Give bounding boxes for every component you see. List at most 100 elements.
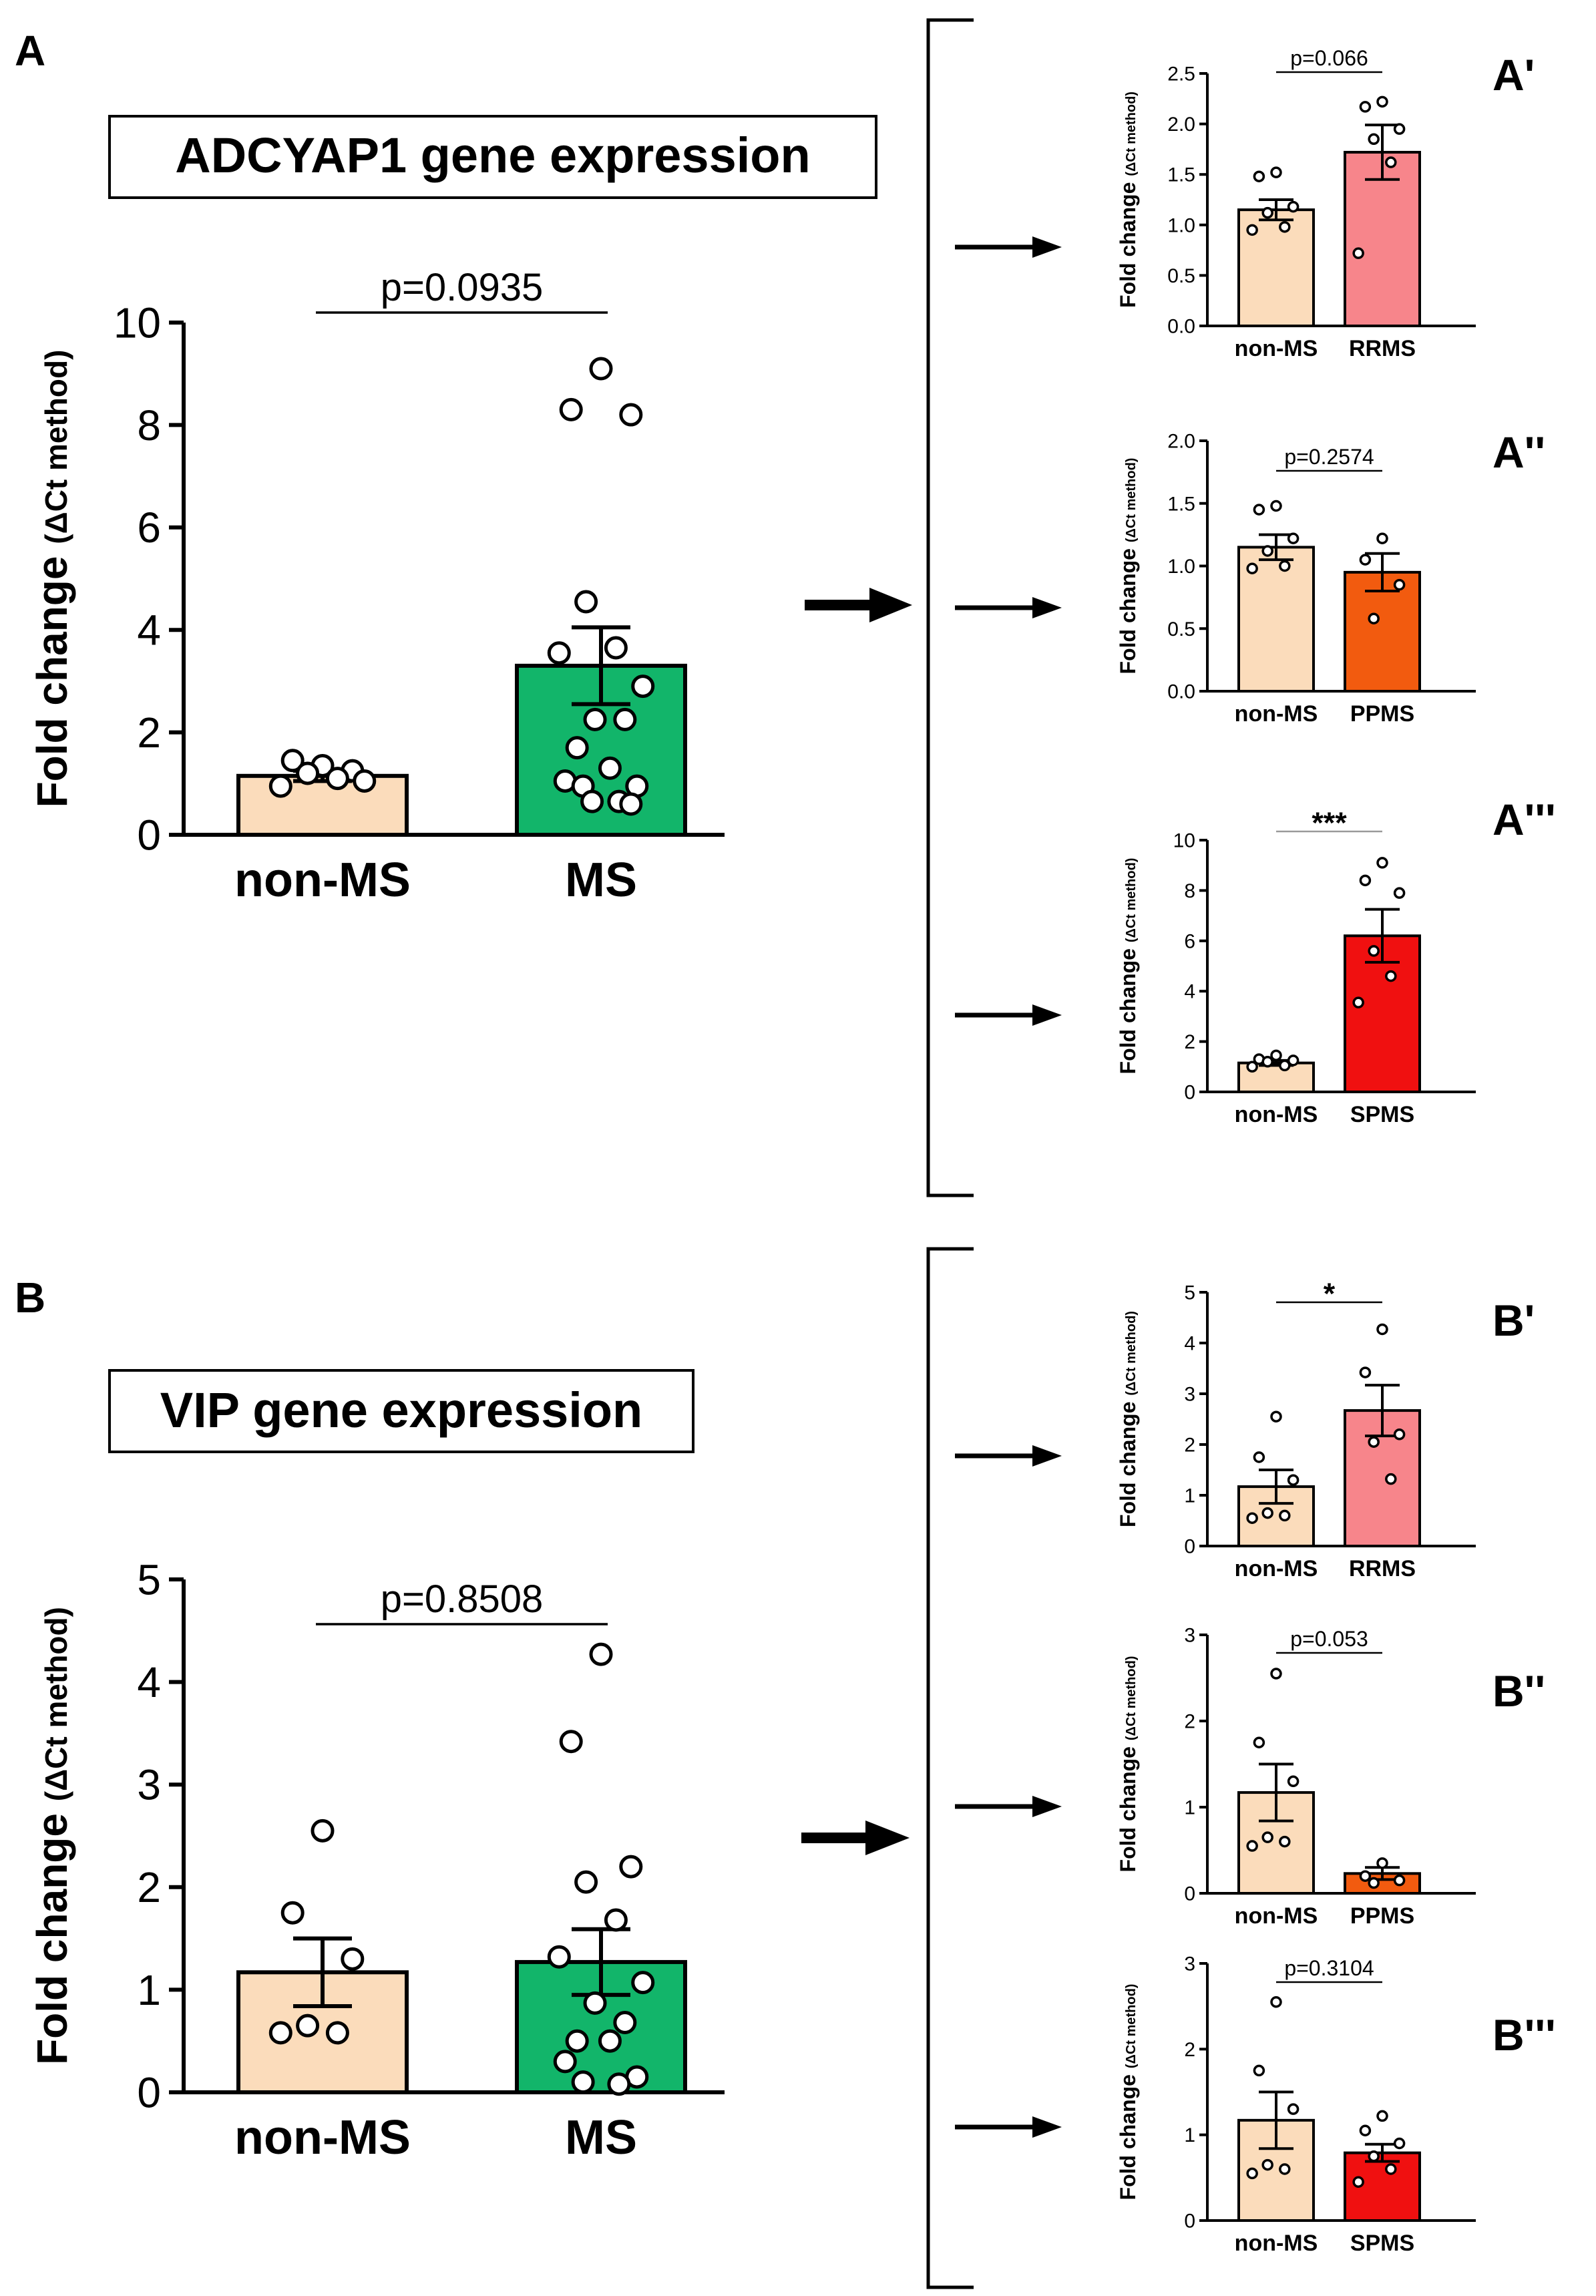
data-point [1368,612,1380,624]
significance-label: p=0.3104 [1284,1956,1374,1980]
data-point [280,1901,305,1925]
y-tick-label: 0 [1184,1082,1195,1104]
chart-adcyap1-spms: 0 2 4 6 8 10 Fold change (ΔCt method) non-MS SPM… [1116,795,1556,1127]
data-point [547,1945,571,1969]
sub-arrow-b1 [955,1445,1062,1467]
data-point [1261,1507,1273,1519]
y-tick-label: 0 [137,811,161,859]
bar-non-ms [236,773,409,837]
y-tick-label: 1 [1184,1485,1195,1507]
data-point [1287,200,1300,213]
data-point [1253,504,1265,516]
y-tick-label: 2 [1184,1031,1195,1053]
sub-arrow-b3 [955,2116,1062,2138]
connector-arrow-a [805,588,912,622]
data-point [1287,1474,1300,1486]
y-tick-label: 1.0 [1167,556,1195,578]
data-point [619,792,643,816]
data-point [1368,945,1380,957]
y-axis-label: Fold change (ΔCt method) [1116,1656,1140,1873]
sub-arrow-a1 [955,236,1062,258]
significance-label: *** [1312,806,1347,839]
category-label-non-ms: non-MS [234,853,411,907]
data-point [1393,578,1406,591]
section-letter-b: B [15,1274,45,1322]
data-point [1261,545,1273,557]
data-point [1393,1874,1406,1887]
data-point [1253,1451,1265,1463]
data-point [607,2072,631,2096]
panel-label: B''' [1492,2010,1556,2060]
y-tick-label: 4 [1184,1333,1195,1355]
bracket-b [926,1247,974,2289]
data-point [325,2021,349,2045]
sub-arrow-b2 [955,1796,1062,1817]
y-axis-label: Fold change (ΔCt method) [1116,91,1140,308]
category-label-spms: SPMS [1350,2231,1414,2256]
panel-label: A' [1492,50,1535,100]
data-point [559,397,583,421]
data-point [1261,2158,1273,2171]
data-point [1279,221,1291,233]
data-point [268,774,292,798]
section-title-box-a [108,115,877,199]
y-tick-label: 2.5 [1167,63,1195,85]
data-point [1279,1059,1291,1072]
data-point [547,641,571,665]
data-point [1279,560,1291,572]
data-point [598,756,622,780]
y-tick-label: 0 [1184,1883,1195,1905]
data-point [1359,2124,1372,2136]
chart-adcyap1-main: 0 2 4 6 8 10 Fold change (ΔCt method) non-MS MS p… [28,266,725,907]
y-tick-label: 3 [1184,1384,1195,1406]
y-tick-label: 0.0 [1167,681,1195,703]
section-letter-a: A [15,27,45,75]
y-tick-label: 1 [1184,2124,1195,2146]
y-axis-label: Fold change (ΔCt method) [1116,1311,1140,1527]
data-point [565,736,589,760]
y-tick-label: 2 [1184,1711,1195,1733]
y-tick-label: 1.0 [1167,214,1195,236]
y-tick-label: 0.0 [1167,316,1195,338]
data-point [1368,2150,1380,2162]
data-point [341,1947,365,1971]
y-tick-label: 1 [137,1966,161,2014]
data-point [268,2021,292,2045]
data-point [1246,1512,1258,1524]
data-point [559,1730,583,1754]
y-tick-label: 5 [1184,1282,1195,1304]
data-point [1376,532,1388,544]
data-point [296,761,320,785]
data-point [1368,1877,1380,1889]
y-tick-label: 1.5 [1167,164,1195,186]
chart-adcyap1-rrms: 0.0 0.5 1.0 1.5 2.0 2.5 Fold change (ΔCt metho… [1116,46,1535,361]
data-point [1359,554,1372,566]
data-point [325,767,349,791]
section-title-box-b [108,1369,694,1453]
category-label-ppms: PPMS [1350,701,1414,727]
data-point [604,1908,628,1932]
significance-label: p=0.8508 [381,1577,544,1621]
data-point [1376,95,1388,108]
significance-label: p=0.066 [1290,46,1368,70]
data-point [1261,1831,1273,1843]
data-point [1287,1775,1300,1788]
category-label-ms: MS [565,853,637,907]
y-tick-label: 1 [1184,1797,1195,1819]
data-point [1270,1996,1282,2008]
y-tick-label: 8 [137,401,161,449]
data-point [598,2029,622,2053]
data-point [631,1971,655,1995]
y-axis-label: Fold change (ΔCt method) [1116,1984,1140,2201]
chart-vip-rrms: 0 1 2 3 4 5 Fold change (ΔCt method) non-MS RRMS… [1116,1277,1535,1581]
data-point [280,749,305,773]
section-title-b: VIP gene expression [160,1382,643,1438]
y-tick-label: 2.0 [1167,431,1195,453]
category-label-rrms: RRMS [1349,1556,1416,1581]
category-label-rrms: RRMS [1349,336,1416,361]
data-point [1359,1870,1372,1882]
data-point [1246,224,1258,236]
data-point [1253,170,1265,182]
data-point [574,590,598,614]
data-point [1270,1049,1282,1062]
